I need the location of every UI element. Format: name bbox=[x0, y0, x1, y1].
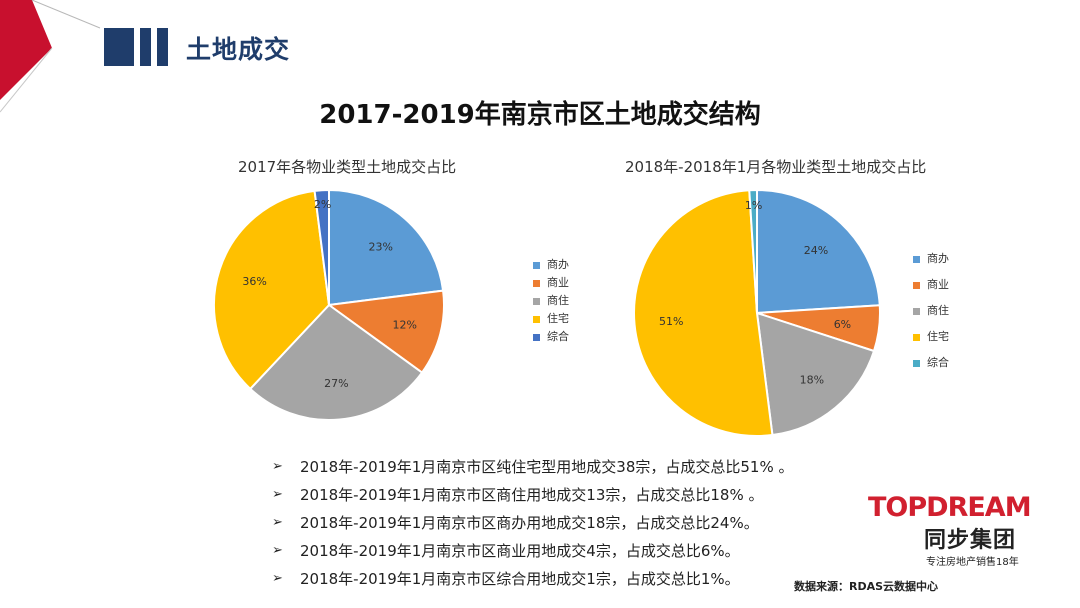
legend-swatch bbox=[533, 334, 540, 341]
pie-slice-住宅 bbox=[633, 189, 774, 437]
legend-item: 商住 bbox=[913, 298, 949, 324]
bullet-text: 2018年-2019年1月南京市区商住用地成交13宗，占成交总比18% 。 bbox=[300, 486, 764, 504]
data-label-商住: 18% bbox=[800, 373, 824, 386]
pie-slice-商办 bbox=[328, 188, 445, 307]
legend-item: 住宅 bbox=[913, 324, 949, 350]
data-source: 数据来源：RDAS云数据中心 bbox=[794, 580, 939, 593]
legend-swatch bbox=[533, 298, 540, 305]
chart-1-pie: 23% 12% 27% 36% 2% bbox=[213, 188, 445, 421]
data-label-综合: 1% bbox=[745, 199, 762, 212]
arrow-bullet-icon: ➢ bbox=[272, 515, 283, 530]
legend-label: 商业 bbox=[927, 278, 949, 291]
arrow-bullet-icon: ➢ bbox=[272, 459, 283, 474]
bullet-text: 2018年-2019年1月南京市区商办用地成交18宗，占成交总比24%。 bbox=[300, 514, 759, 532]
pie-slice-商住 bbox=[248, 303, 424, 421]
legend-item: 商住 bbox=[533, 292, 569, 310]
legend-item: 住宅 bbox=[533, 310, 569, 328]
section-title: 土地成交 bbox=[186, 35, 291, 64]
list-item: ➢ 2018年-2019年1月南京市区商住用地成交13宗，占成交总比18% 。 bbox=[272, 481, 794, 509]
list-item: ➢ 2018年-2019年1月南京市区综合用地成交1宗，占成交总比1%。 bbox=[272, 565, 794, 593]
pie-slice-商住 bbox=[755, 311, 876, 437]
legend-item: 商办 bbox=[533, 256, 569, 274]
legend-swatch bbox=[913, 308, 920, 315]
data-label-商业: 12% bbox=[393, 318, 417, 331]
bullet-text: 2018年-2019年1月南京市区纯住宅型用地成交38宗，占成交总比51% 。 bbox=[300, 458, 794, 476]
legend-label: 商住 bbox=[547, 294, 569, 307]
data-label-住宅: 36% bbox=[242, 275, 266, 288]
corner-decoration bbox=[0, 0, 101, 113]
bullet-list: ➢ 2018年-2019年1月南京市区纯住宅型用地成交38宗，占成交总比51% 。… bbox=[272, 453, 794, 593]
legend-label: 商业 bbox=[547, 276, 569, 289]
legend-label: 综合 bbox=[927, 356, 949, 369]
list-item: ➢ 2018年-2019年1月南京市区商办用地成交18宗，占成交总比24%。 bbox=[272, 509, 794, 537]
legend-label: 综合 bbox=[547, 330, 569, 343]
logo-chinese-name: 同步集团 bbox=[924, 528, 1017, 553]
logo-slogan: 专注房地产销售18年 bbox=[926, 557, 1019, 568]
legend-item: 综合 bbox=[913, 350, 949, 376]
chart-2-pie: 24% 6% 18% 51% 1% bbox=[633, 188, 881, 437]
chart-1-title: 2017年各物业类型土地成交占比 bbox=[238, 158, 457, 176]
list-item: ➢ 2018年-2019年1月南京市区纯住宅型用地成交38宗，占成交总比51% 。 bbox=[272, 453, 794, 481]
page-title: 2017-2019年南京市区土地成交结构 bbox=[319, 100, 761, 130]
pie-slice-住宅 bbox=[213, 189, 331, 391]
data-label-商办: 23% bbox=[368, 240, 392, 253]
chart-1-legend: 商办 商业 商住 住宅 综合 bbox=[533, 256, 569, 346]
legend-swatch bbox=[913, 256, 920, 263]
arrow-bullet-icon: ➢ bbox=[272, 543, 283, 558]
bullet-text: 2018年-2019年1月南京市区综合用地成交1宗，占成交总比1%。 bbox=[300, 570, 740, 588]
legend-label: 住宅 bbox=[547, 312, 569, 325]
data-label-商业: 6% bbox=[834, 318, 851, 331]
legend-label: 商住 bbox=[927, 304, 949, 317]
pie-slice-商办 bbox=[756, 188, 881, 315]
legend-item: 商业 bbox=[913, 272, 949, 298]
legend-swatch bbox=[913, 360, 920, 367]
legend-label: 住宅 bbox=[927, 330, 949, 343]
legend-swatch bbox=[533, 316, 540, 323]
bullet-text: 2018年-2019年1月南京市区商业用地成交4宗，占成交总比6%。 bbox=[300, 542, 740, 560]
data-label-综合: 2% bbox=[314, 198, 331, 211]
data-label-商办: 24% bbox=[804, 244, 828, 257]
legend-label: 商办 bbox=[927, 252, 949, 265]
chart-2-legend: 商办 商业 商住 住宅 综合 bbox=[913, 246, 949, 376]
arrow-bullet-icon: ➢ bbox=[272, 571, 283, 586]
legend-item: 综合 bbox=[533, 328, 569, 346]
legend-item: 商办 bbox=[913, 246, 949, 272]
data-label-住宅: 51% bbox=[659, 315, 683, 328]
legend-item: 商业 bbox=[533, 274, 569, 292]
legend-swatch bbox=[533, 262, 540, 269]
pie-slice-商业 bbox=[326, 289, 445, 374]
legend-label: 商办 bbox=[547, 258, 569, 271]
pie-slice-综合 bbox=[748, 188, 758, 314]
arrow-bullet-icon: ➢ bbox=[272, 487, 283, 502]
logo-brand: TOPDREAM bbox=[868, 492, 1032, 523]
pie-slice-综合 bbox=[313, 188, 330, 306]
legend-swatch bbox=[533, 280, 540, 287]
chart-2-title: 2018年-2018年1月各物业类型土地成交占比 bbox=[625, 158, 927, 176]
legend-swatch bbox=[913, 334, 920, 341]
data-label-商住: 27% bbox=[324, 377, 348, 390]
legend-swatch bbox=[913, 282, 920, 289]
list-item: ➢ 2018年-2019年1月南京市区商业用地成交4宗，占成交总比6%。 bbox=[272, 537, 794, 565]
